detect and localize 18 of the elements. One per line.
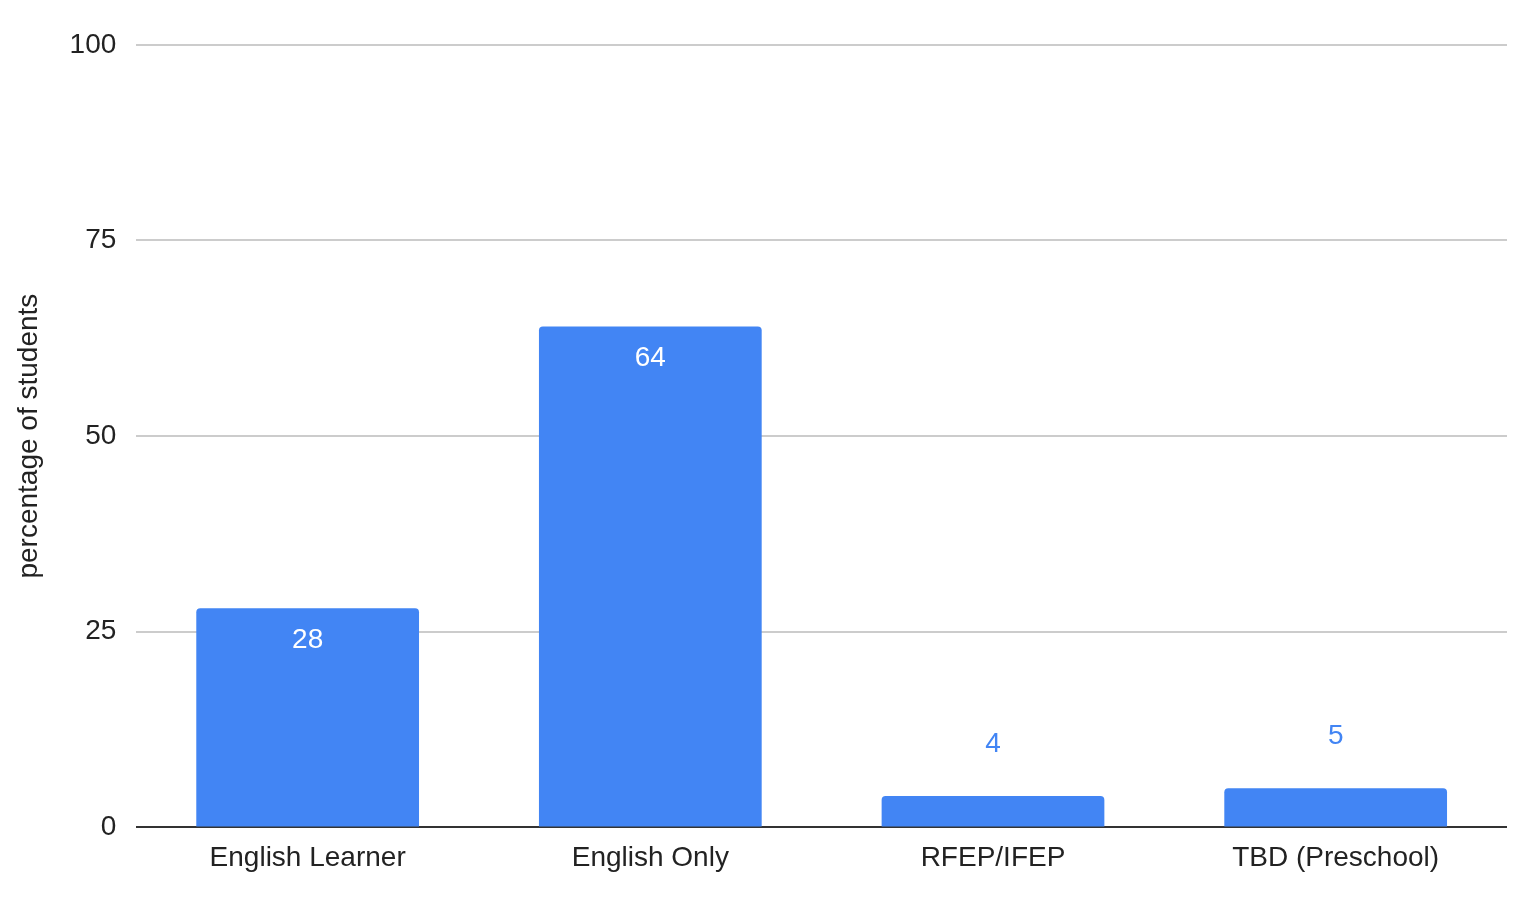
y-tick-label: 100 <box>69 27 117 59</box>
y-tick-label: 50 <box>85 418 117 450</box>
data-label: 5 <box>1327 718 1344 750</box>
x-tick-label: RFEP/IFEP <box>920 840 1066 872</box>
x-tick-label: English Learner <box>209 840 406 872</box>
bar <box>1224 788 1448 827</box>
y-tick-label: 25 <box>85 614 117 646</box>
y-tick-label: 75 <box>85 223 117 255</box>
x-tick-label: English Only <box>571 840 729 872</box>
x-tick-label: TBD (Preschool) <box>1232 840 1440 872</box>
data-label: 4 <box>985 726 1001 758</box>
bar <box>881 796 1105 827</box>
bar <box>196 608 420 827</box>
y-axis-title: percentage of students <box>11 293 43 579</box>
bar <box>538 326 762 827</box>
y-tick-label: 0 <box>100 810 117 842</box>
data-label: 28 <box>292 622 324 654</box>
data-label: 64 <box>634 341 666 373</box>
